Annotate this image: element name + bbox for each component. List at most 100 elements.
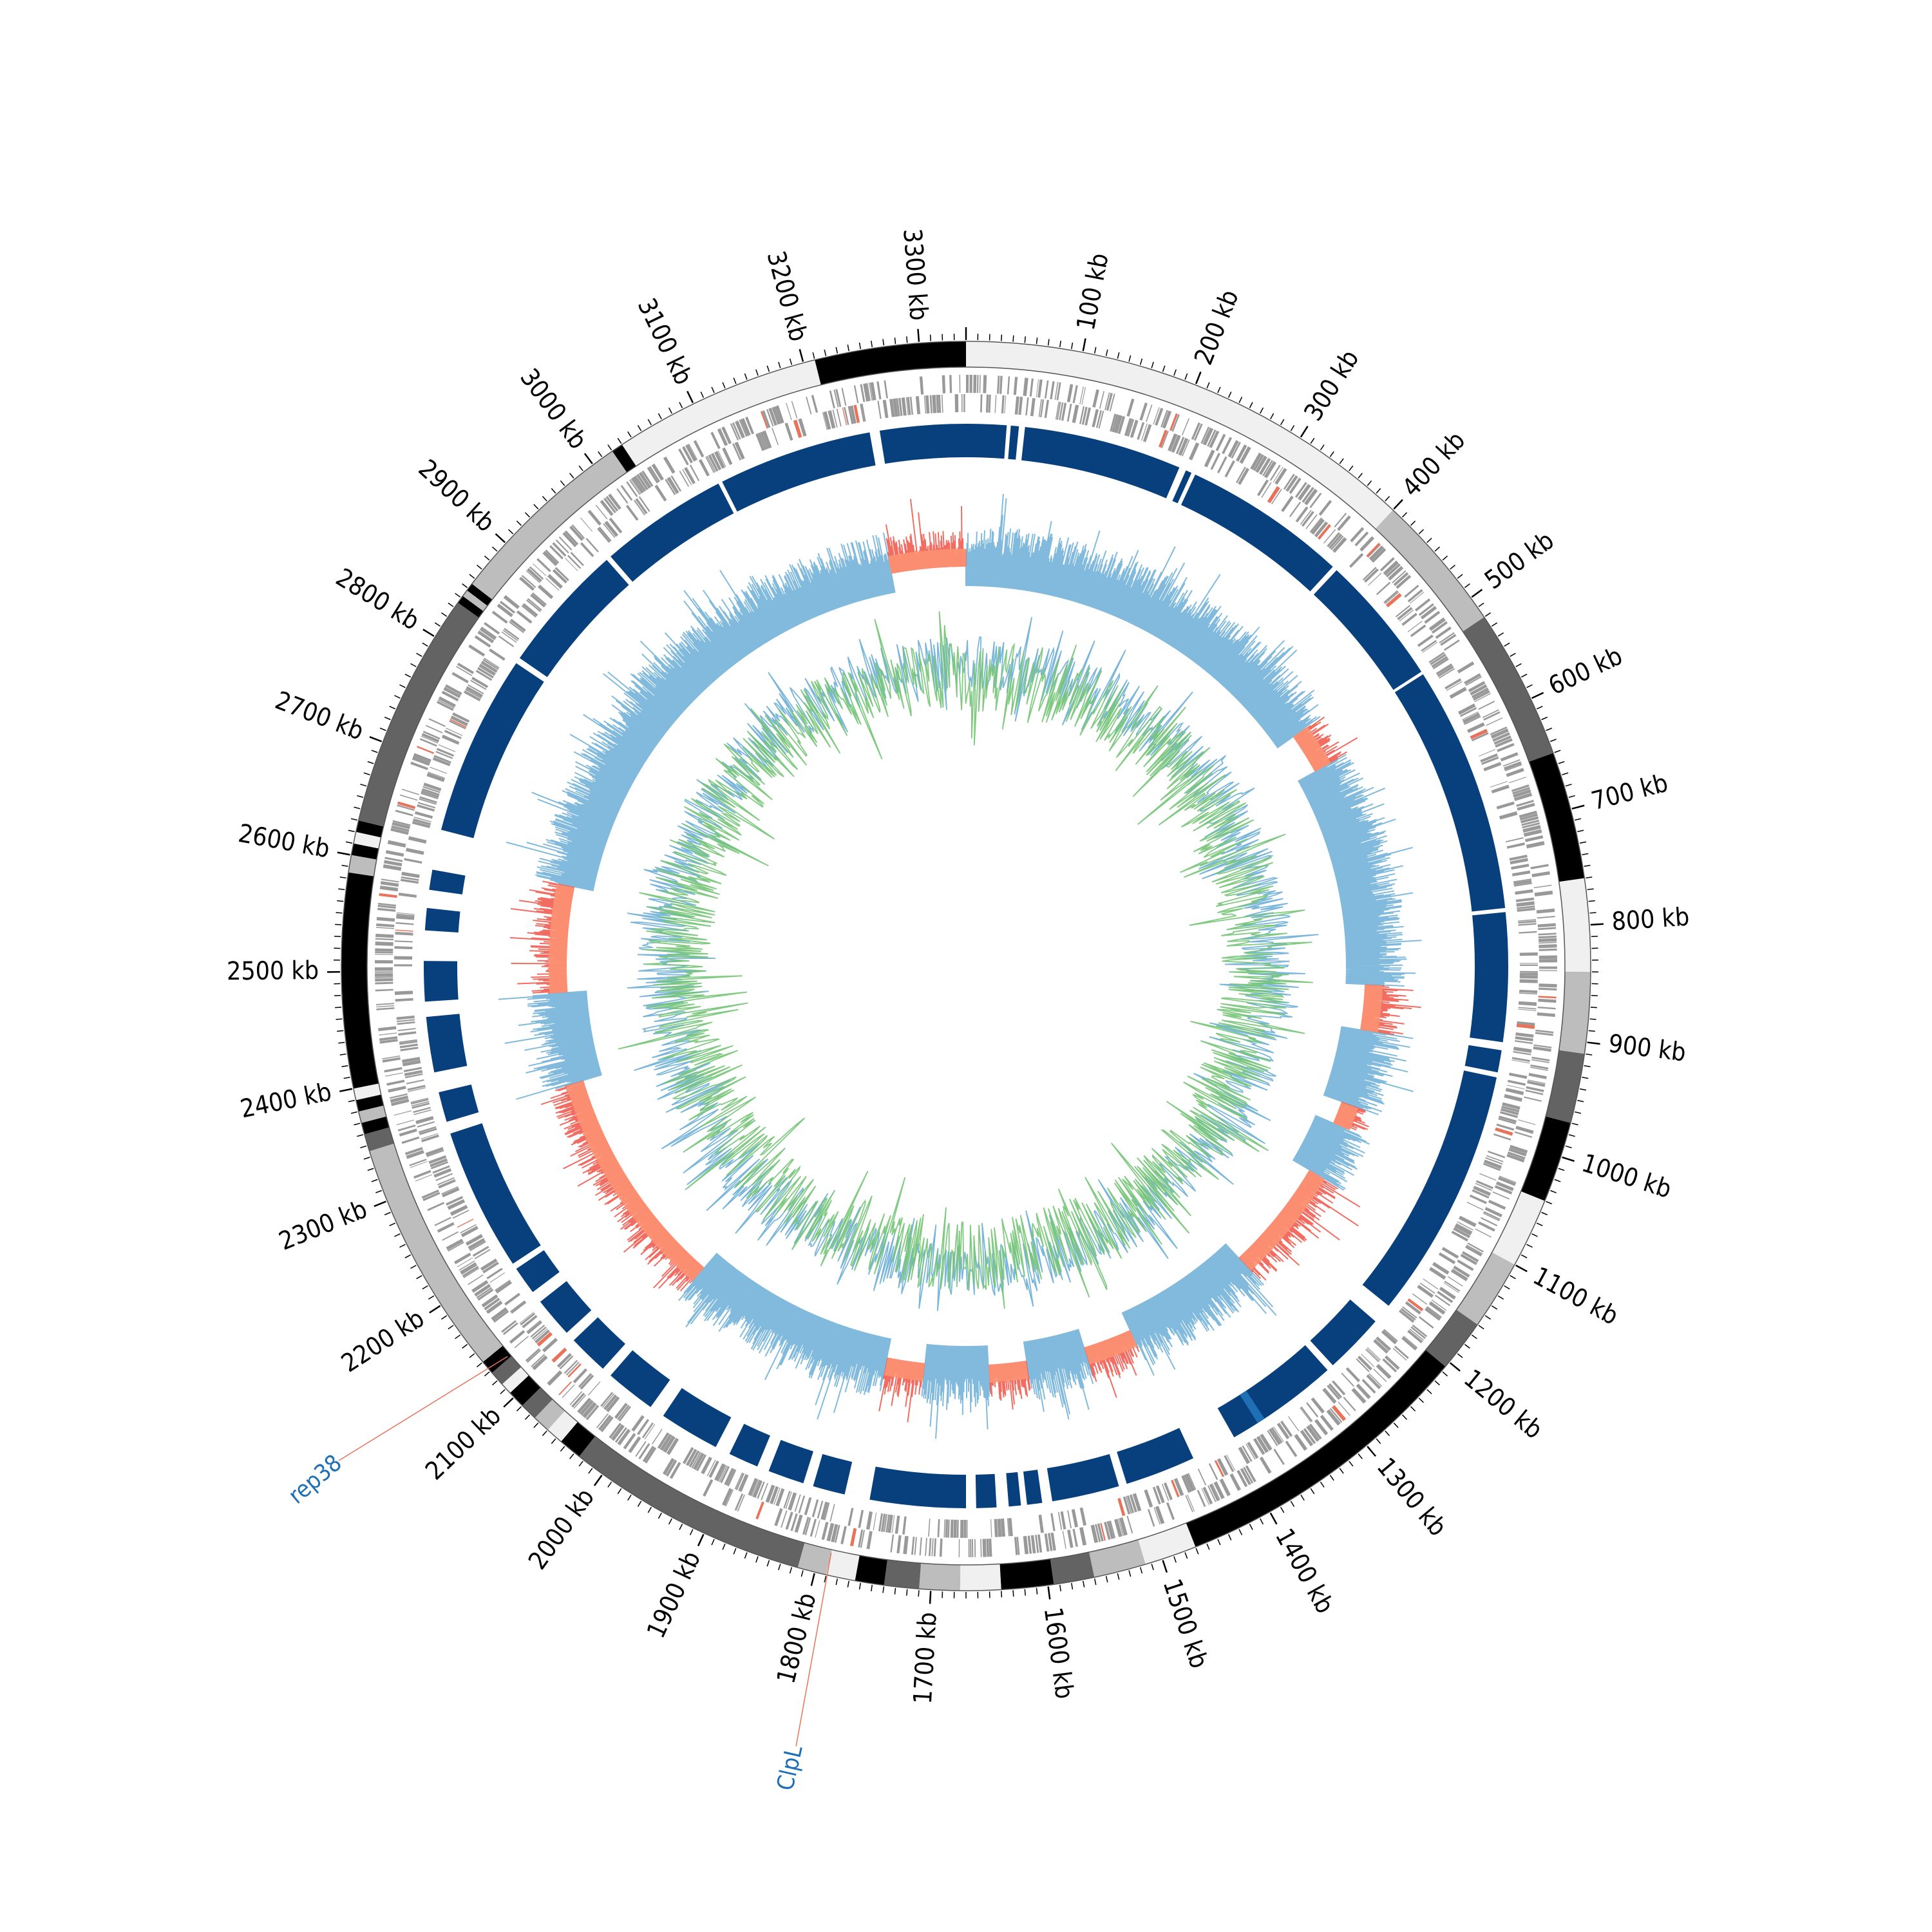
gene-feature (735, 420, 745, 439)
gene-feature (419, 738, 437, 747)
gene-feature (1222, 437, 1233, 455)
homology-block (439, 1084, 479, 1122)
gene-feature (609, 517, 623, 534)
gene-feature (510, 1300, 527, 1314)
homology-block (1310, 1299, 1376, 1366)
gene-feature (895, 1515, 900, 1534)
gene-feature (893, 398, 898, 417)
gene-feature (435, 750, 453, 759)
minor-tick (1339, 458, 1344, 464)
tick-label: 2300 kb (275, 1195, 371, 1256)
homology-block (1046, 1454, 1119, 1502)
gene-feature (419, 796, 437, 804)
gene-feature (1457, 661, 1475, 674)
gene-feature (477, 1289, 494, 1301)
gene-feature (1417, 634, 1434, 647)
minor-tick (858, 342, 861, 350)
gene-feature (1109, 393, 1115, 412)
gene-feature (421, 735, 439, 744)
gene-feature (950, 1519, 954, 1538)
coverage-positive-bars (498, 493, 1422, 1439)
gene-feature (452, 712, 470, 723)
gene-feature (1464, 715, 1481, 725)
ideogram-band (815, 341, 966, 385)
gene-feature (774, 1508, 783, 1526)
gene-feature (379, 886, 399, 892)
gene-feature (748, 1478, 759, 1497)
gene-feature (415, 1116, 434, 1124)
gene-feature (1231, 442, 1241, 459)
gene-feature (1507, 1151, 1526, 1160)
gene-feature (1539, 942, 1557, 944)
gene-feature (1361, 1354, 1375, 1367)
gene-feature (1480, 753, 1498, 762)
minor-tick (428, 1295, 435, 1300)
gene-feature (1435, 663, 1453, 676)
minor-tick (491, 546, 498, 552)
gene-feature (1256, 1435, 1269, 1454)
ideogram-band (1050, 1552, 1095, 1585)
gene-feature (614, 1427, 627, 1443)
gene-feature (1337, 515, 1351, 531)
ideogram-band (966, 341, 1393, 529)
gene-feature (1491, 784, 1510, 794)
minor-tick (441, 1315, 448, 1320)
minor-tick (371, 1179, 378, 1182)
minor-tick (389, 705, 396, 710)
gene-feature (734, 1472, 743, 1490)
gene-feature (404, 1070, 423, 1077)
gene-feature (1245, 1465, 1256, 1482)
ideogram-band (369, 1143, 503, 1362)
gene-feature (654, 484, 667, 502)
gene-feature (1261, 482, 1272, 498)
gene-feature (1511, 1057, 1530, 1063)
minor-tick (1260, 407, 1264, 414)
homology-block (1217, 1345, 1328, 1437)
gene-feature (549, 545, 564, 560)
minor-tick (1001, 1591, 1003, 1598)
gene-feature (1117, 1497, 1126, 1517)
minor-tick (1059, 1584, 1061, 1592)
gene-feature (1495, 1181, 1514, 1191)
minor-tick (1217, 386, 1221, 393)
gene-feature (379, 1039, 398, 1044)
gene-feature (535, 1329, 550, 1344)
gene-feature (1449, 687, 1467, 699)
minor-tick (1577, 829, 1584, 833)
gene-feature (884, 1514, 888, 1533)
gene-feature (421, 733, 440, 743)
gene-feature (526, 1349, 542, 1363)
gene-feature (1050, 381, 1055, 400)
gene-feature (1507, 1079, 1526, 1086)
gene-feature (1395, 605, 1410, 618)
minor-tick (1491, 622, 1498, 627)
gene-feature (376, 1005, 395, 1008)
gene-feature (1044, 1533, 1050, 1552)
gene-feature (786, 402, 792, 421)
gene-feature (659, 1434, 673, 1451)
gene-feature (1358, 1356, 1372, 1370)
gene-feature (1193, 423, 1203, 441)
gene-feature (509, 1330, 526, 1344)
gene-feature (1281, 495, 1294, 513)
gene-feature (466, 686, 484, 697)
gene-feature (719, 1465, 728, 1482)
gene-feature (1153, 1507, 1160, 1525)
ideogram-band (535, 1399, 565, 1430)
gene-feature (446, 1196, 464, 1206)
gene-feature (1524, 1096, 1542, 1102)
gene-feature (428, 1155, 447, 1164)
minor-tick (1471, 1334, 1477, 1340)
homology-block (611, 1350, 670, 1407)
minor-tick (755, 1556, 759, 1563)
gene-feature (449, 720, 466, 730)
gene-feature (382, 1056, 401, 1059)
gene-feature (1412, 1324, 1428, 1338)
minor-tick (507, 529, 514, 535)
gene-feature (1519, 972, 1538, 976)
gene-feature (1503, 761, 1522, 771)
major-tick (495, 533, 506, 544)
gene-feature (842, 407, 848, 426)
gene-feature (1394, 1345, 1409, 1359)
gene-feature (1059, 402, 1064, 421)
